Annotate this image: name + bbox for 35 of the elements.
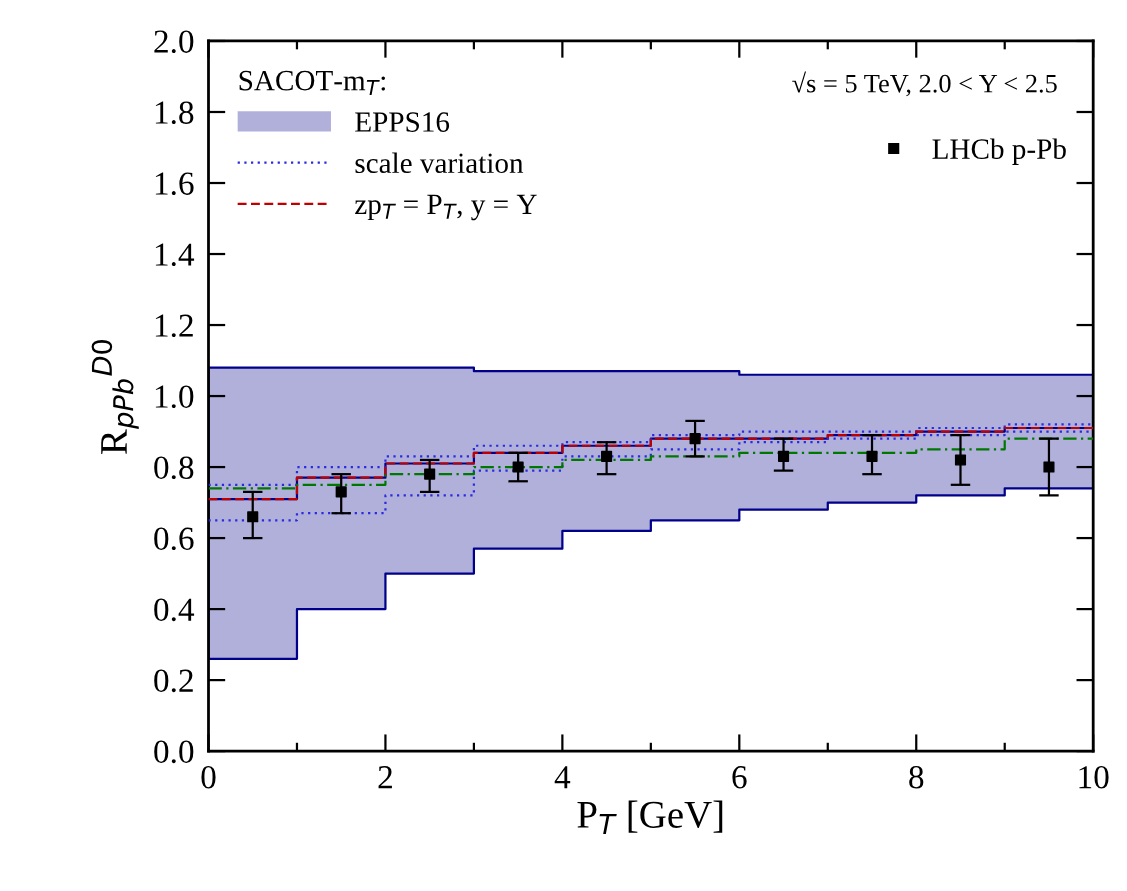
- y-tick-label: 1.2: [155, 314, 193, 338]
- x-tick-label: 8: [909, 765, 924, 789]
- y-tick-label: 0.2: [154, 669, 193, 693]
- y-tick-label: 1.0: [155, 385, 194, 409]
- y-tick-label: 0.4: [154, 598, 195, 622]
- y-axis-title: R$_{pPb}$$^{D0}$: [91, 339, 139, 455]
- point: [777, 450, 790, 462]
- point: [247, 511, 259, 523]
- point: [601, 450, 613, 462]
- point: [1043, 461, 1055, 473]
- legend-label: EPPS16: [355, 112, 450, 132]
- annotation: √s = 5 TeV, 2.0 < Y < 2.5: [792, 71, 1057, 97]
- legend-label: zp$_{T}$ = P$_{T}$, y = Y: [355, 194, 537, 221]
- y-tick-label: 0.6: [154, 527, 194, 551]
- y-tick-label: 1.8: [155, 101, 194, 125]
- legend-label: scale variation: [355, 152, 524, 174]
- y-tick-label: 0.8: [154, 456, 194, 480]
- x-tick-label: 0: [201, 765, 216, 789]
- point: [335, 486, 347, 498]
- legend-label: LHCb p-Pb: [932, 138, 1066, 165]
- point: [424, 468, 436, 480]
- x-tick-label: 4: [554, 766, 571, 789]
- point: [689, 433, 701, 445]
- legend-title: SACOT-m$_{T}$:: [239, 70, 385, 95]
- point: [866, 450, 878, 462]
- y-tick-label: 2.0: [154, 30, 194, 54]
- x-tick-label: 10: [1079, 765, 1109, 789]
- x-tick-label: 2: [378, 766, 392, 789]
- y-tick-label: 1.6: [155, 172, 194, 196]
- y-tick-label: 0.0: [154, 740, 194, 764]
- point: [512, 461, 524, 473]
- x-tick-label: 6: [732, 766, 747, 789]
- x-axis-title: P$_{T}$ [GeV]: [577, 800, 723, 834]
- point: [954, 454, 967, 466]
- y-tick-label: 1.4: [155, 243, 195, 267]
